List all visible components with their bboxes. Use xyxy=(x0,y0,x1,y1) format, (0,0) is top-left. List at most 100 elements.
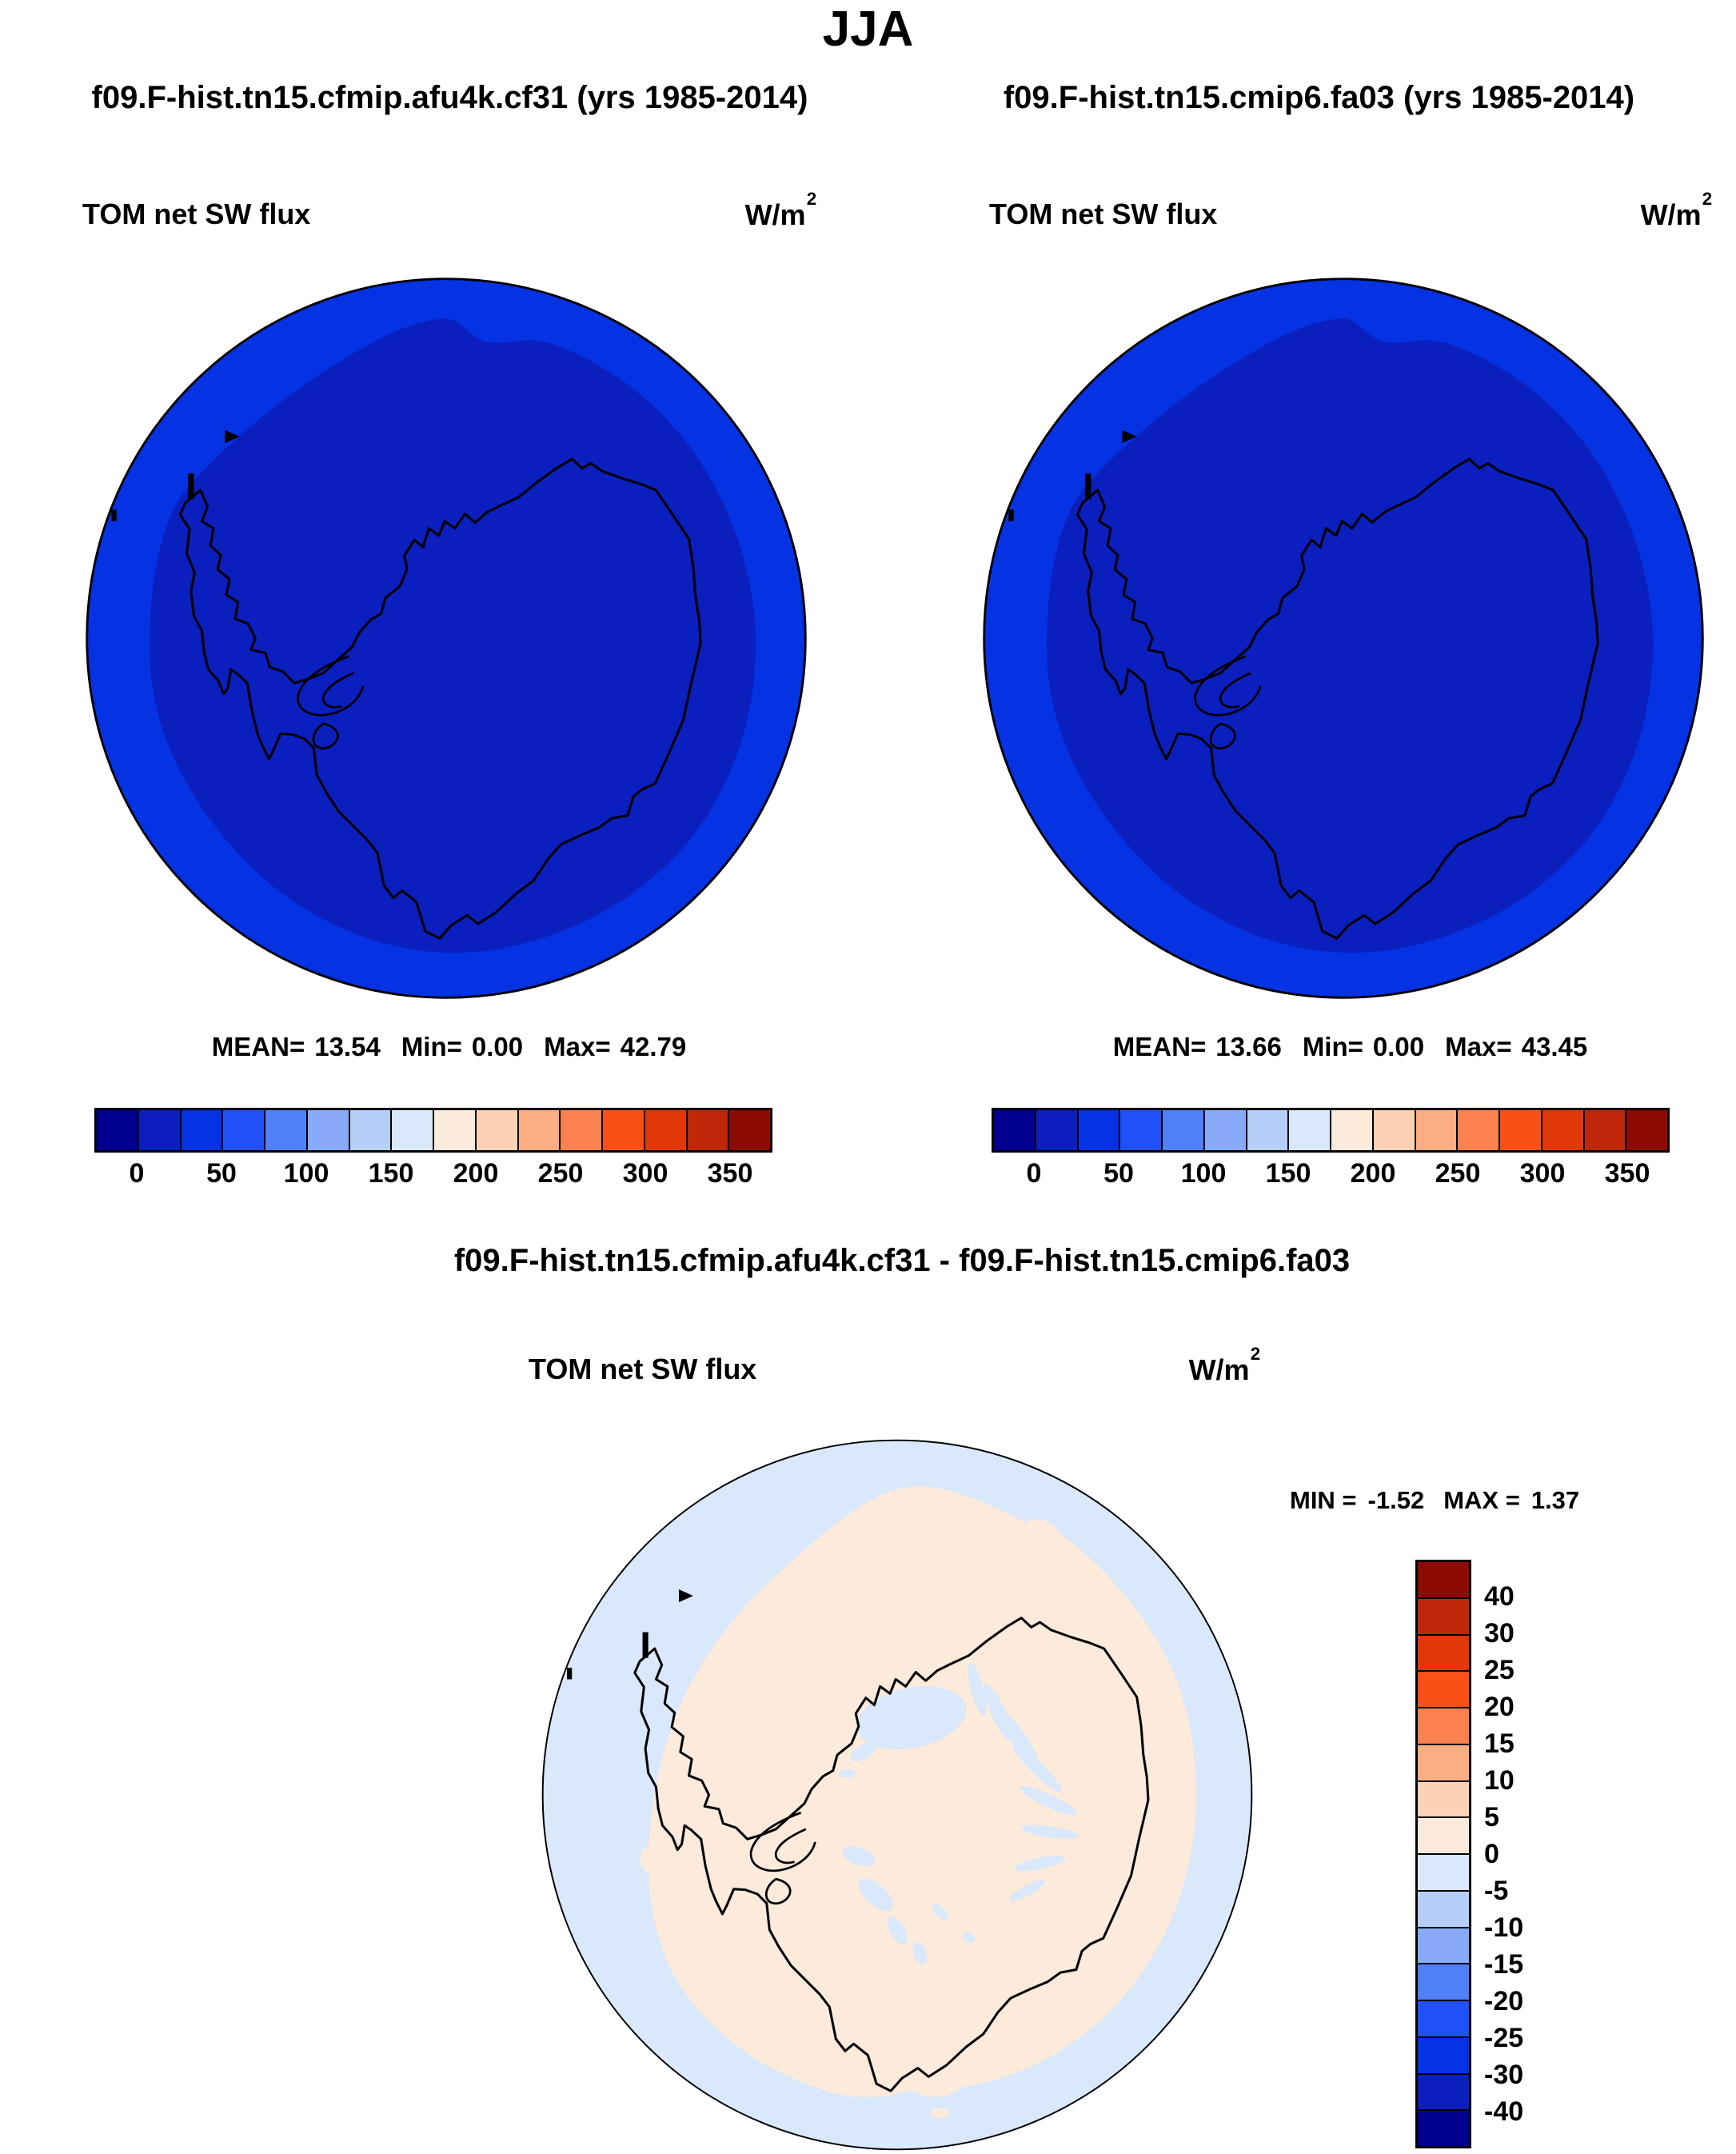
colorbar-tick-label: 250 xyxy=(537,1158,584,1189)
diff-negative-patch xyxy=(842,1846,876,1867)
colorbar-segment xyxy=(1203,1110,1246,1150)
subtitle-model-a: f09.F-hist.tn15.cfmip.afu4k.cf31 (yrs 19… xyxy=(91,80,808,115)
diff-negative-patch xyxy=(968,1663,987,1716)
subtitle-model-b: f09.F-hist.tn15.cmip6.fa03 (yrs 1985-201… xyxy=(1003,80,1635,115)
ice-shelf-line xyxy=(1219,672,1251,709)
diff-max-value: 1.37 xyxy=(1530,1486,1580,1514)
colorbar-boundary-label: -20 xyxy=(1484,1986,1524,2016)
colorbar-segment xyxy=(1418,1816,1469,1853)
colorbar-tick-label: 250 xyxy=(1435,1158,1481,1189)
panel-a-header: TOM net SW flux W/m2 xyxy=(82,188,817,231)
colorbar-segment xyxy=(1414,1110,1457,1150)
colorbar-tick-label: 350 xyxy=(707,1158,753,1189)
mean-value: 13.66 xyxy=(1215,1032,1282,1061)
max-value: 43.45 xyxy=(1521,1032,1588,1061)
diff-positive-islet xyxy=(640,1846,655,1872)
antarctica-coastline xyxy=(633,1616,1150,2092)
colorbar-segment xyxy=(305,1110,349,1150)
colorbar-segment xyxy=(1418,2000,1469,2036)
colorbar-segment xyxy=(1418,1963,1469,2000)
colorbar-segment xyxy=(1076,1110,1119,1150)
figure-title: JJA xyxy=(822,2,914,57)
colorbar-segment xyxy=(1418,1926,1469,1964)
diff-negative-patch xyxy=(1012,1743,1062,1792)
colorbar-ticks-a: 0 50 100 150 200 250 300 350 xyxy=(94,1160,772,1192)
mean-value: 13.54 xyxy=(314,1032,381,1061)
colorbar-boundary-label: -15 xyxy=(1484,1949,1524,1980)
colorbar-segment xyxy=(474,1110,517,1150)
ice-shelf-line xyxy=(1194,655,1262,717)
ice-shelf-line xyxy=(312,722,339,749)
stats-line-b: MEAN= 13.66 Min= 0.00 Max= 43.45 xyxy=(989,1033,1711,1060)
colorbar-ticks-b: 0 50 100 150 200 250 300 350 xyxy=(992,1160,1670,1192)
colorbar-segment xyxy=(1540,1110,1583,1150)
colorbar-segment xyxy=(1418,1853,1469,1890)
diff-negative-patch xyxy=(932,1904,948,1920)
colorbar-segment xyxy=(559,1110,601,1150)
diff-max-label: MAX = xyxy=(1443,1486,1520,1514)
diff-negative-patch xyxy=(1014,1855,1065,1872)
colorbar-segment xyxy=(1245,1110,1288,1150)
colorbar-difference xyxy=(1415,1560,1471,2148)
colorbar-tick-label: 50 xyxy=(1103,1158,1134,1189)
polar-map-plot xyxy=(541,1439,1253,2151)
diff-negative-patch xyxy=(1009,1880,1045,1901)
difference-title: f09.F-hist.tn15.cfmip.afu4k.cf31 - f09.F… xyxy=(453,1243,1351,1278)
diff-minmax-line: MIN = -1.52 MAX = 1.37 xyxy=(1290,1488,1579,1513)
diff-negative-patch xyxy=(912,1942,928,1964)
colorbar-boundary-label: 40 xyxy=(1484,1581,1515,1612)
variable-label-b: TOM net SW flux xyxy=(989,198,1218,230)
colorbar-tick-label: 350 xyxy=(1604,1158,1650,1189)
polar-map-plot xyxy=(86,278,807,999)
colorbar-segment xyxy=(221,1110,264,1150)
colorbar-tick-label: 300 xyxy=(622,1158,668,1189)
colorbar-boundary-label: -30 xyxy=(1484,2060,1524,2090)
panel-b-header: TOM net SW flux W/m2 xyxy=(989,188,1713,231)
colorbar-segment xyxy=(685,1110,728,1150)
units-exponent-diff: 2 xyxy=(1250,1343,1261,1364)
ice-shelf-line xyxy=(321,672,354,709)
units-label-a: W/m2 xyxy=(744,188,817,231)
units-exponent-a: 2 xyxy=(806,188,817,209)
colorbar-tick-label: 0 xyxy=(1026,1158,1042,1189)
colorbar-boundary-label: 15 xyxy=(1484,1728,1515,1759)
ice-shelf-line xyxy=(297,655,365,717)
island xyxy=(111,510,117,522)
island xyxy=(1008,510,1014,522)
colorbar-boundary-label: -5 xyxy=(1484,1876,1509,1906)
max-label: Max= xyxy=(544,1032,611,1061)
flux-low-region xyxy=(150,318,756,953)
units-label-b: W/m2 xyxy=(1640,188,1713,231)
colorbar-segment xyxy=(517,1110,560,1150)
colorbar-segment xyxy=(1418,1633,1469,1671)
polar-map-plot xyxy=(983,278,1704,999)
colorbar-tick-label: 150 xyxy=(368,1158,414,1189)
diff-positive-islet xyxy=(930,2108,951,2119)
mean-label: MEAN= xyxy=(211,1032,305,1061)
colorbar-segment xyxy=(1371,1110,1415,1150)
max-value: 42.79 xyxy=(620,1032,687,1061)
colorbar-segment xyxy=(1418,2072,1469,2110)
colorbar-segment xyxy=(348,1110,391,1150)
diff-min-value: -1.52 xyxy=(1367,1486,1425,1514)
min-label: Min= xyxy=(1302,1032,1363,1061)
island xyxy=(642,1632,649,1658)
colorbar-boundary-label: -10 xyxy=(1484,1912,1524,1943)
colorbar-segment xyxy=(994,1110,1035,1150)
colorbar-boundary-label: 25 xyxy=(1484,1655,1515,1685)
units-exponent-b: 2 xyxy=(1702,188,1713,209)
island xyxy=(1085,473,1091,500)
min-label: Min= xyxy=(401,1032,462,1061)
colorbar-boundary-label: 10 xyxy=(1484,1765,1515,1796)
colorbar-tick-label: 0 xyxy=(129,1158,145,1189)
colorbar-segment xyxy=(1418,2109,1469,2146)
stats-line-a: MEAN= 13.54 Min= 0.00 Max= 42.79 xyxy=(82,1033,816,1060)
colorbar-segment xyxy=(137,1110,180,1150)
polar-map-model-b xyxy=(982,277,1705,1000)
colorbar-segment xyxy=(1418,1670,1469,1707)
colorbar-boundary-label: -25 xyxy=(1484,2023,1524,2053)
colorbar-tick-label: 50 xyxy=(206,1158,237,1189)
island xyxy=(1122,430,1137,443)
colorbar-segment xyxy=(1418,1597,1469,1634)
